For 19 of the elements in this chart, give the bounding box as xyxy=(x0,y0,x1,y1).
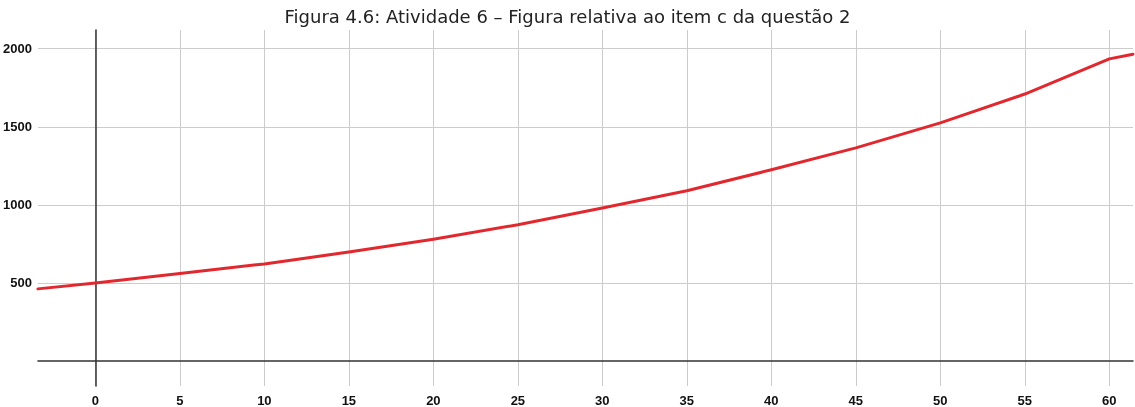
y-tick-label: 1500 xyxy=(3,119,32,135)
x-tick-label: 35 xyxy=(679,393,695,407)
chart-title: Figura 4.6: Atividade 6 – Figura relativa ao item c da questão 2 xyxy=(284,5,851,27)
x-tick-label: 45 xyxy=(848,393,864,407)
x-tick-label: 5 xyxy=(176,393,184,407)
x-tick-label: 20 xyxy=(426,393,441,407)
x-tick-label: 0 xyxy=(91,393,99,407)
x-tick-label: 50 xyxy=(933,393,948,407)
y-tick-label: 500 xyxy=(10,275,32,291)
x-tick-label: 10 xyxy=(257,393,272,407)
x-tick-label: 55 xyxy=(1017,393,1033,407)
line-series xyxy=(36,52,1135,291)
x-tick-label: 60 xyxy=(1102,393,1117,407)
x-tick-label: 30 xyxy=(595,393,610,407)
x-tick-label: 25 xyxy=(510,393,526,407)
y-tick-label: 2000 xyxy=(3,41,32,57)
y-tick-label: 1000 xyxy=(3,197,32,213)
x-tick-label: 40 xyxy=(764,393,779,407)
x-tick-label: 15 xyxy=(341,393,357,407)
